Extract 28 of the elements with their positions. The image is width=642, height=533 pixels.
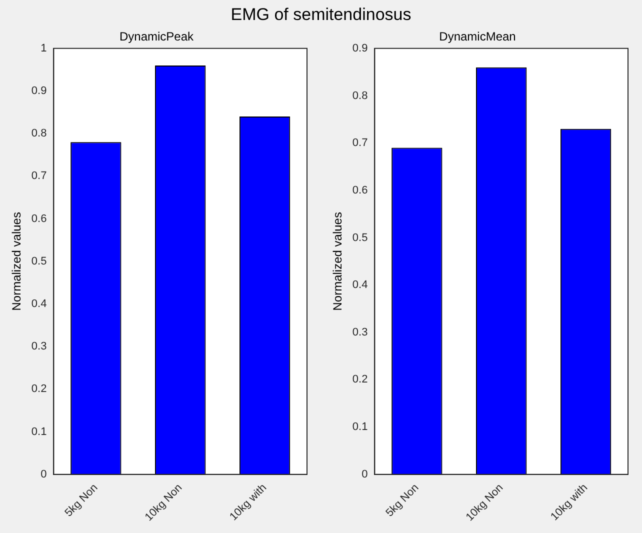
y-tick-label: 1 [40,42,47,54]
y-tick-label: 0.7 [31,170,47,182]
y-tick-label: 0.6 [352,184,368,196]
y-tick-label: 0.1 [352,421,368,434]
y-axis-title: Normalized values [10,212,24,311]
y-tick-label: 0.8 [352,90,368,102]
y-tick-label: 0.2 [352,374,368,386]
x-tick-label: 5kg Non [384,482,422,520]
y-tick-label: 0.3 [352,326,368,338]
y-tick-label: 0 [40,468,47,480]
x-tick-label: 5kg Non [62,482,100,520]
chart-subtitle: DynamicPeak [119,30,195,44]
y-tick-label: 0 [362,468,368,480]
y-axis-title: Normalized values [330,212,345,311]
y-tick-label: 0.2 [31,383,47,396]
y-tick-label: 0.9 [31,85,47,98]
y-tick-label: 0.6 [31,212,47,225]
y-tick-label: 0.7 [352,137,368,150]
chart-title: EMG of semitendinosus [230,4,412,26]
y-tick-label: 0.1 [31,426,47,438]
y-tick-label: 0.5 [352,232,368,244]
chart-title: DynamicMean [439,30,516,44]
y-tick-label: 0.5 [31,255,47,268]
y-tick-label: 0.3 [31,340,47,353]
y-tick-label: 0.8 [31,128,47,140]
y-tick-label: 0.4 [352,279,368,292]
y-tick-label: 0.4 [31,298,47,310]
y-tick-label: 0.9 [352,42,368,54]
